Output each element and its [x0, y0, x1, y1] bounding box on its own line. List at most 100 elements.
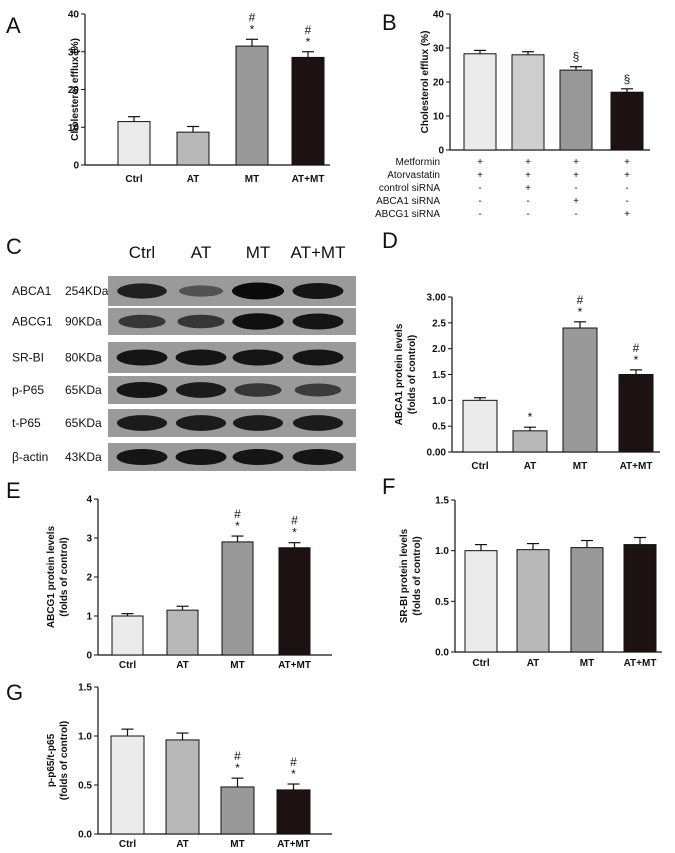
- blot-band: [292, 282, 344, 300]
- blot-band: [175, 382, 227, 398]
- bar-Ctrl: [117, 121, 151, 166]
- blot-band: [178, 285, 224, 297]
- bar-AT: [165, 739, 200, 835]
- y-tick-label: 1.0: [432, 396, 446, 407]
- y-axis-label: ABCG1 protein levels (folds of control): [46, 525, 70, 628]
- y-axis-label: SR-BI protein levels (folds of control): [399, 528, 423, 623]
- significance-mark: *: [235, 519, 240, 533]
- significance-mark: #: [234, 507, 241, 521]
- panel-letter: D: [382, 228, 398, 253]
- bar-1: [511, 54, 545, 151]
- chart-panel-g: G 0.0 0.5 1.0 1.5 p-p65/t-p65 (folds of contro…: [6, 680, 332, 850]
- significance-mark: #: [305, 23, 312, 37]
- treatment-label: ABCA1 siRNA: [376, 196, 440, 207]
- bar-Ctrl: [111, 615, 144, 656]
- category-label: AT: [527, 658, 540, 669]
- y-tick-label: 2.0: [432, 344, 446, 355]
- treatment-sign: -: [526, 209, 529, 220]
- treatment-sign: -: [526, 196, 529, 207]
- treatment-sign: +: [477, 170, 483, 181]
- panel-letter: A: [6, 13, 21, 38]
- treatment-sign: -: [478, 196, 481, 207]
- blot-band: [118, 314, 166, 329]
- y-tick-label: 1.5: [78, 683, 92, 694]
- category-label: MT: [230, 839, 244, 850]
- blot-band: [292, 349, 344, 366]
- significance-mark: *: [528, 410, 533, 424]
- bar-MT: [235, 45, 269, 166]
- y-tick-label: 2: [86, 573, 92, 584]
- bar-AT+MT: [278, 547, 311, 656]
- bar-AT+MT: [623, 544, 657, 653]
- category-label: AT: [176, 660, 189, 671]
- y-tick-label: 10: [68, 123, 80, 134]
- y-tick-label: 10: [433, 112, 445, 123]
- y-axis-label: ABCA1 protein levels (folds of control): [394, 323, 418, 425]
- category-label: Ctrl: [472, 658, 489, 669]
- y-tick-label: 30: [433, 44, 445, 55]
- bar-Ctrl: [464, 550, 498, 653]
- treatment-sign: +: [525, 183, 531, 194]
- blot-band: [232, 349, 284, 366]
- panel-letter: G: [6, 680, 23, 705]
- treatment-sign: +: [573, 170, 579, 181]
- treatment-sign: +: [573, 196, 579, 207]
- significance-mark: §: [624, 72, 631, 86]
- significance-mark: *: [250, 22, 255, 36]
- category-label: Ctrl: [471, 461, 488, 472]
- significance-mark: §: [573, 50, 580, 64]
- blot-band: [234, 383, 282, 397]
- size-label: 80KDa: [65, 351, 102, 365]
- bar-MT: [220, 786, 255, 835]
- blot-band: [292, 313, 344, 330]
- bar-MT: [562, 327, 598, 453]
- western-blot-panel: C Ctrl AT MT AT+MT ABCA1 254KDa ABCG1 90KDa SR-BI…: [6, 234, 356, 471]
- bar-AT+MT: [618, 374, 654, 453]
- significance-mark: *: [292, 526, 297, 540]
- blot-band: [292, 448, 344, 466]
- treatment-sign: -: [625, 183, 628, 194]
- y-tick-label: 40: [433, 10, 445, 21]
- blot-band: [116, 381, 168, 399]
- protein-label: t-P65: [12, 416, 41, 430]
- blot-band: [232, 415, 284, 431]
- treatment-label: Atorvastatin: [387, 170, 440, 181]
- size-label: 65KDa: [65, 383, 102, 397]
- category-label: MT: [230, 660, 244, 671]
- panel-letter: B: [382, 10, 397, 35]
- panel-letter: F: [382, 474, 395, 499]
- treatment-sign: +: [477, 157, 483, 168]
- treatment-label: Metformin: [396, 157, 440, 168]
- y-tick-label: 0.00: [427, 448, 447, 459]
- y-tick-label: 1.0: [435, 546, 449, 557]
- y-tick-label: 3.00: [427, 293, 447, 304]
- treatment-sign: +: [624, 157, 630, 168]
- protein-label: p-P65: [12, 383, 44, 397]
- category-label: Ctrl: [119, 660, 136, 671]
- blot-band: [116, 448, 168, 466]
- bar-Ctrl: [110, 735, 145, 835]
- blot-band: [232, 313, 284, 330]
- category-label: AT: [524, 461, 537, 472]
- blot-band: [294, 383, 342, 397]
- y-tick-label: 0.5: [435, 597, 449, 608]
- category-label: MT: [245, 174, 259, 185]
- blot-band: [116, 349, 168, 366]
- bar-3: [610, 91, 644, 151]
- significance-mark: #: [234, 749, 241, 763]
- category-label: AT+MT: [620, 461, 653, 472]
- y-tick-label: 3: [86, 534, 92, 545]
- y-axis-label: Cholesterol efflux (%): [70, 38, 81, 141]
- y-tick-label: 0.0: [78, 830, 92, 841]
- y-tick-label: 0: [86, 651, 92, 662]
- treatment-sign: +: [525, 157, 531, 168]
- treatment-label: ABCG1 siRNA: [375, 209, 440, 220]
- category-label: Ctrl: [125, 174, 142, 185]
- treatment-sign: +: [573, 157, 579, 168]
- category-label: AT+MT: [278, 660, 311, 671]
- protein-label: ABCG1: [12, 315, 53, 329]
- y-tick-label: 0: [438, 146, 444, 157]
- significance-mark: #: [290, 755, 297, 769]
- category-label: AT+MT: [277, 839, 310, 850]
- bar-2: [559, 69, 593, 151]
